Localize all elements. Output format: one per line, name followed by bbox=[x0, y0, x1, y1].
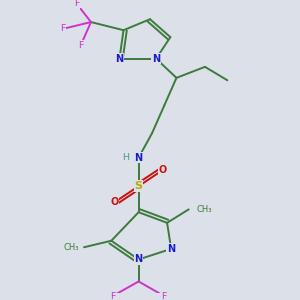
Text: CH₃: CH₃ bbox=[196, 205, 212, 214]
Text: F: F bbox=[78, 41, 83, 50]
Text: O: O bbox=[159, 165, 167, 175]
Text: H: H bbox=[122, 153, 129, 162]
Text: F: F bbox=[60, 25, 65, 34]
Text: N: N bbox=[167, 244, 175, 254]
Text: N: N bbox=[134, 254, 143, 265]
Text: F: F bbox=[110, 292, 115, 300]
Text: N: N bbox=[152, 54, 160, 64]
Text: N: N bbox=[134, 153, 143, 163]
Text: N: N bbox=[116, 54, 124, 64]
Text: S: S bbox=[135, 181, 142, 191]
Text: F: F bbox=[74, 0, 80, 8]
Text: F: F bbox=[162, 292, 167, 300]
Text: CH₃: CH₃ bbox=[64, 243, 79, 252]
Text: O: O bbox=[110, 197, 118, 208]
